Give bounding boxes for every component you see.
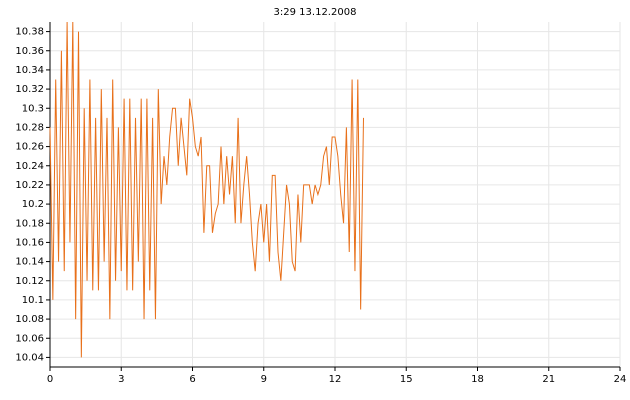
x-tick-label: 21	[542, 374, 555, 385]
y-tick-label: 10.04	[15, 352, 44, 363]
y-tick-label: 10.36	[15, 46, 44, 57]
y-tick-label: 10.24	[15, 161, 44, 172]
y-tick-label: 10.3	[22, 103, 44, 114]
y-tick-label: 10.32	[15, 84, 44, 95]
data-line	[49, 21, 364, 358]
y-tick-label: 10.22	[15, 180, 44, 191]
y-tick-label: 10.26	[15, 142, 44, 153]
y-tick-label: 10.34	[15, 65, 44, 76]
y-tick-label: 10.14	[15, 257, 44, 268]
chart-title: 3:29 13.12.2008	[274, 7, 357, 18]
x-tick-label: 24	[614, 374, 627, 385]
x-tick-label: 18	[471, 374, 484, 385]
y-tick-label: 10.16	[15, 237, 44, 248]
x-tick-label: 3	[118, 374, 124, 385]
y-tick-label: 10.12	[15, 276, 44, 287]
y-tick-label: 10.38	[15, 27, 44, 38]
x-tick-label: 0	[47, 374, 53, 385]
y-tick-label: 10.08	[15, 314, 44, 325]
y-tick-label: 10.06	[15, 333, 44, 344]
x-tick-label: 12	[329, 374, 342, 385]
y-tick-label: 10.2	[22, 199, 44, 210]
y-tick-label: 10.28	[15, 122, 44, 133]
x-tick-label: 6	[189, 374, 195, 385]
x-tick-label: 9	[261, 374, 267, 385]
y-tick-label: 10.1	[22, 295, 44, 306]
y-tick-label: 10.18	[15, 218, 44, 229]
x-tick-label: 15	[400, 374, 413, 385]
